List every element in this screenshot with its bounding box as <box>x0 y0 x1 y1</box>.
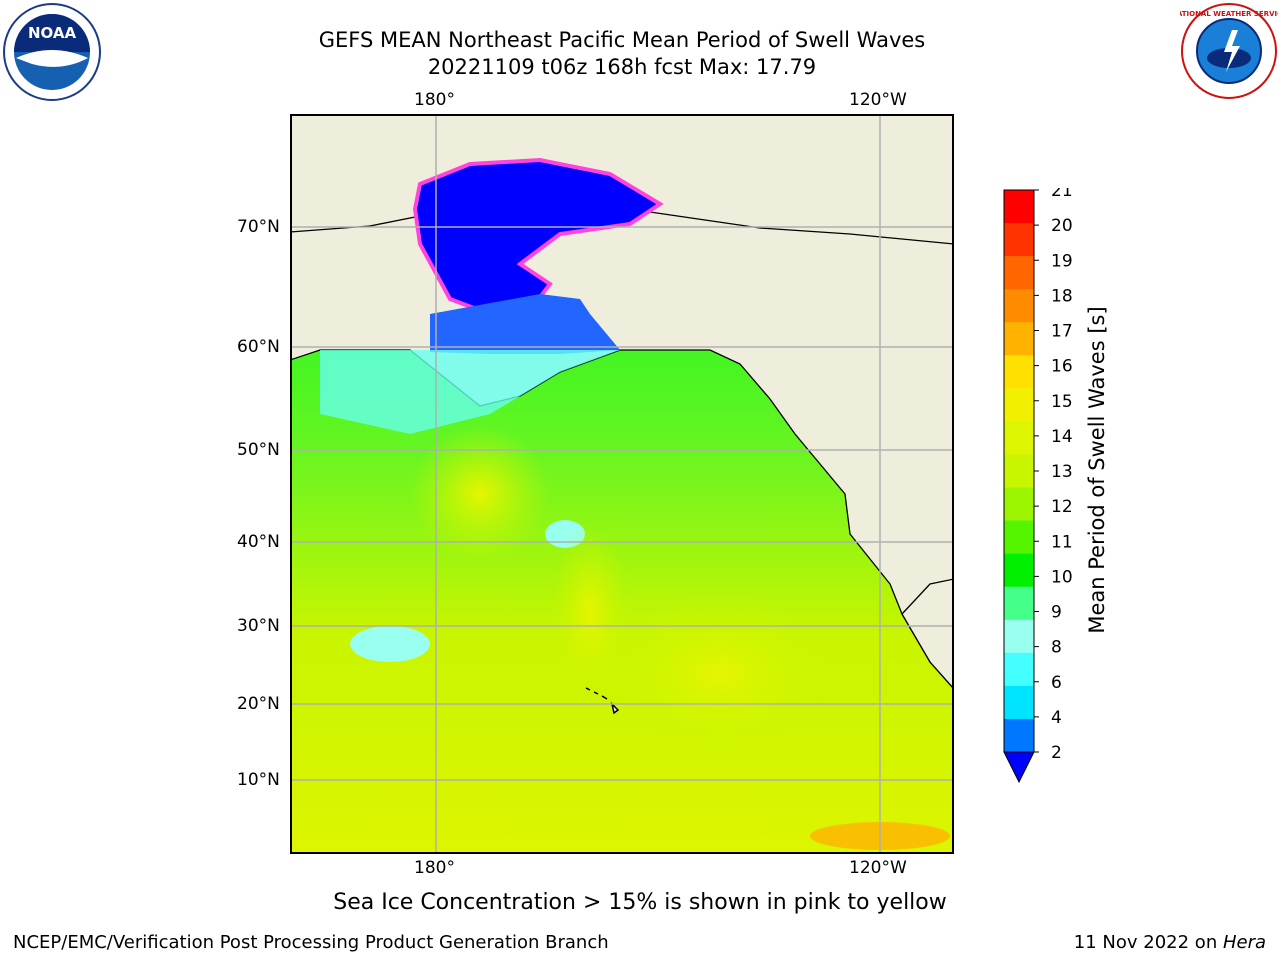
chart-title-line1: GEFS MEAN Northeast Pacific Mean Period … <box>318 28 926 52</box>
map-graticule <box>290 114 954 854</box>
colorbar-segment <box>1004 685 1034 720</box>
colorbar-segment <box>1004 256 1034 290</box>
colorbar-tick-label: 4 <box>1051 708 1062 728</box>
colorbar-tick-label: 2 <box>1051 743 1062 763</box>
sea-ice-bering <box>412 157 664 317</box>
lon-label-top-180: 180° <box>414 90 455 110</box>
chart-title-line2: 20221109 t06z 168h fcst Max: 17.79 <box>427 55 817 79</box>
colorbar-tick-label: 10 <box>1051 567 1073 587</box>
footer-right: 11 Nov 2022 on Hera <box>1074 932 1266 953</box>
colorbar-segment <box>1004 652 1034 687</box>
colorbar-tick-label: 9 <box>1051 603 1062 623</box>
colorbar-tick-label: 6 <box>1051 673 1062 693</box>
colorbar-tick-label: 8 <box>1051 638 1062 658</box>
footer-left: NCEP/EMC/Verification Post Processing Pr… <box>13 932 609 953</box>
colorbar-segment <box>1004 718 1034 753</box>
lat-label-50n: 50°N <box>237 440 280 460</box>
colorbar-tick-label: 16 <box>1051 357 1073 377</box>
lat-label-10n: 10°N <box>237 770 280 790</box>
sea-ice-note: Sea Ice Concentration > 15% is shown in … <box>333 890 947 915</box>
lon-label-top-120w: 120°W <box>849 90 907 110</box>
colorbar-tick-label: 11 <box>1051 532 1073 552</box>
colorbar-tick-label: 15 <box>1051 392 1073 412</box>
colorbar-tick-label: 17 <box>1051 322 1073 342</box>
lon-label-bottom-120w: 120°W <box>849 858 907 878</box>
lat-label-60n: 60°N <box>237 337 280 357</box>
colorbar-segment <box>1004 223 1034 257</box>
colorbar-segment <box>1004 355 1034 389</box>
colorbar-segment <box>1004 190 1034 224</box>
noaa-logo-text: NOAA <box>28 24 77 42</box>
lat-label-40n: 40°N <box>237 532 280 552</box>
bering-sea-light <box>320 350 620 434</box>
lat-label-70n: 70°N <box>237 217 280 237</box>
lat-label-20n: 20°N <box>237 694 280 714</box>
colorbar-tick-label: 13 <box>1051 462 1073 482</box>
colorbar-segment <box>1004 421 1034 455</box>
colorbar-segment <box>1004 289 1034 323</box>
footer-host: Hera <box>1222 932 1266 953</box>
colorbar-tick-label: 19 <box>1051 251 1073 271</box>
noaa-logo: NOAA <box>2 2 102 102</box>
cyan-patch-west <box>350 626 430 662</box>
nws-logo: NATIONAL WEATHER SERVICE <box>1171 2 1280 100</box>
colorbar-extend-arrow <box>1003 751 1035 784</box>
colorbar-segment <box>1004 520 1034 555</box>
colorbar-segment <box>1004 487 1034 522</box>
colorbar-tick-label: 12 <box>1051 497 1073 517</box>
lat-label-30n: 30°N <box>237 616 280 636</box>
colorbar-segment <box>1004 586 1034 621</box>
footer-date: 11 Nov 2022 on <box>1073 932 1223 953</box>
colorbar-tick-label: 21 <box>1051 188 1073 201</box>
colorbar-segment <box>1004 388 1034 422</box>
colorbar: 21 20 19 18 17 16 15 14 13 12 11 10 9 8 6 4 2 <box>1003 188 1073 784</box>
bering-sea <box>430 294 620 354</box>
colorbar-segment <box>1004 454 1034 489</box>
colorbar-tick-label: 20 <box>1051 216 1073 236</box>
colorbar-tick-label: 14 <box>1051 427 1073 447</box>
colorbar-segment <box>1004 553 1034 588</box>
nws-ring-text: NATIONAL WEATHER SERVICE <box>1180 10 1278 18</box>
colorbar-segment <box>1004 619 1034 654</box>
colorbar-tick-label: 18 <box>1051 286 1073 306</box>
yellow-patch-1 <box>410 424 550 564</box>
map-panel <box>290 114 954 854</box>
yellow-patch-3 <box>600 594 840 754</box>
hawaii-islands <box>585 687 620 715</box>
map-frame <box>290 114 954 854</box>
land-mexico <box>901 578 954 690</box>
colorbar-segment <box>1004 322 1034 356</box>
lon-label-bottom-180: 180° <box>414 858 455 878</box>
colorbar-label: Mean Period of Swell Waves [s] <box>1085 306 1109 634</box>
